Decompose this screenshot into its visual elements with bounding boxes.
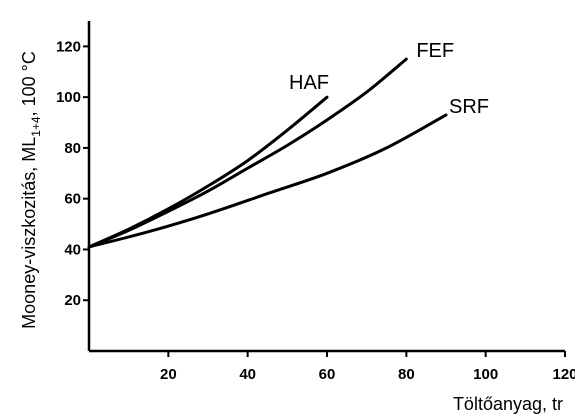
series-line-srf <box>87 113 448 249</box>
series-label-srf: SRF <box>449 96 489 118</box>
series-line-haf <box>87 95 329 249</box>
x-tick-label: 80 <box>398 366 415 383</box>
series-curves <box>87 57 448 249</box>
x-tick-label: 100 <box>473 366 498 383</box>
axes: 20 40 60 80 100 120 20 40 60 80 100 120 <box>56 21 575 383</box>
x-tick-label: 40 <box>239 366 256 383</box>
y-tick-label: 100 <box>56 89 81 106</box>
series-label-haf: HAF <box>289 72 329 94</box>
x-axis-title: Töltőanyag, tr <box>453 394 563 414</box>
x-tick-label: 20 <box>160 366 177 383</box>
x-tick-label: 60 <box>319 366 336 383</box>
y-axis-title: Mooney-viszkozitás, ML1+4, 100 °C <box>19 51 43 329</box>
y-tick-label: 60 <box>64 191 81 208</box>
y-tick-label: 120 <box>56 38 81 55</box>
y-tick-label: 20 <box>64 292 81 309</box>
labels: HAF FEF SRF <box>289 40 489 118</box>
y-axis-title-main: Mooney-viszkozitás, ML <box>19 137 39 329</box>
series-line-fef <box>87 57 408 249</box>
y-tick-label: 40 <box>64 241 81 258</box>
y-axis-title-subscript: 1+4 <box>29 116 43 137</box>
x-tick-label: 120 <box>552 366 575 383</box>
y-axis-title-tail: , 100 °C <box>19 51 39 116</box>
y-tick-label: 80 <box>64 140 81 157</box>
series-label-fef: FEF <box>416 40 454 62</box>
